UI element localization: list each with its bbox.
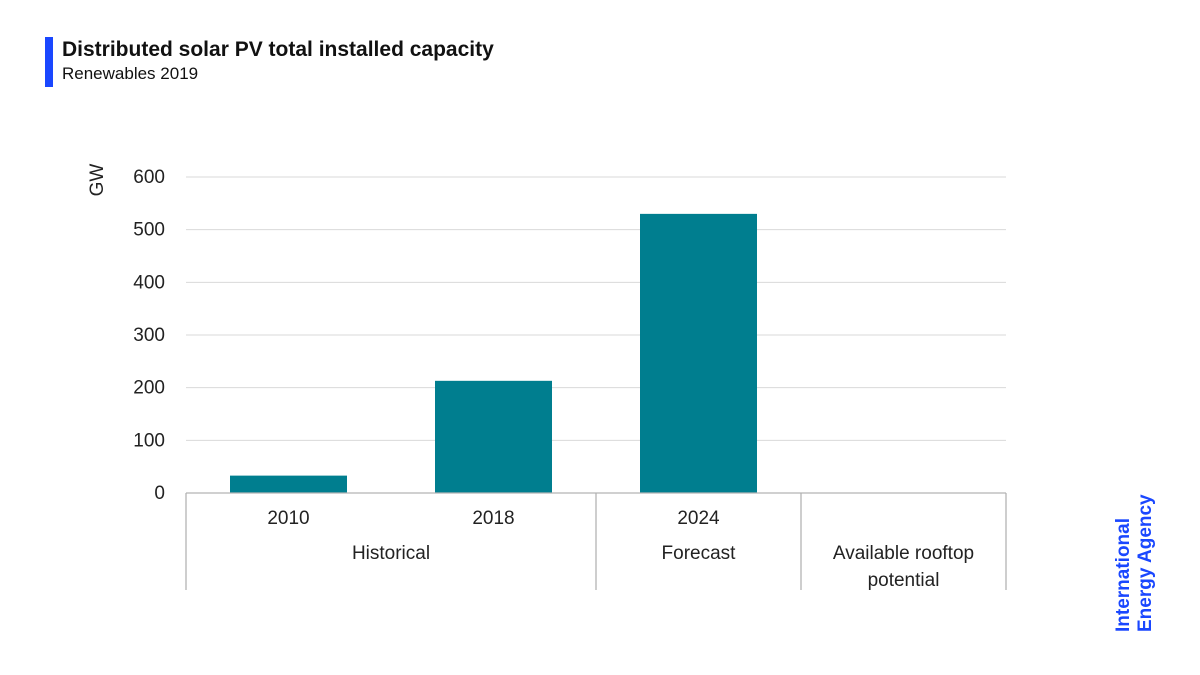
chart-subtitle: Renewables 2019 (62, 64, 199, 83)
y-axis-label: GW (87, 164, 108, 197)
y-tick-label: 500 (133, 220, 165, 241)
brand-line-2: Energy Agency (1135, 494, 1156, 632)
iea-logo-text: International Energy Agency (1113, 372, 1165, 632)
group-label: Forecast (662, 543, 737, 564)
x-tick-label: 2024 (677, 508, 720, 529)
x-tick-label: 2010 (267, 508, 309, 529)
bar (435, 380, 552, 493)
group-label: Historical (352, 543, 430, 564)
group-label: Available rooftop (833, 543, 974, 564)
brand-line-1: International (1113, 517, 1134, 632)
x-tick-label: 2018 (472, 508, 514, 529)
y-tick-label: 0 (154, 483, 165, 504)
bar (640, 213, 757, 493)
title-accent-bar (45, 37, 53, 87)
group-label: potential (868, 570, 940, 591)
y-tick-label: 400 (133, 272, 165, 293)
chart-title: Distributed solar PV total installed cap… (62, 38, 494, 61)
y-tick-label: 600 (133, 167, 165, 188)
y-tick-label: 200 (133, 378, 165, 399)
bar (230, 475, 347, 493)
y-tick-label: 100 (133, 430, 165, 451)
y-tick-label: 300 (133, 325, 165, 346)
